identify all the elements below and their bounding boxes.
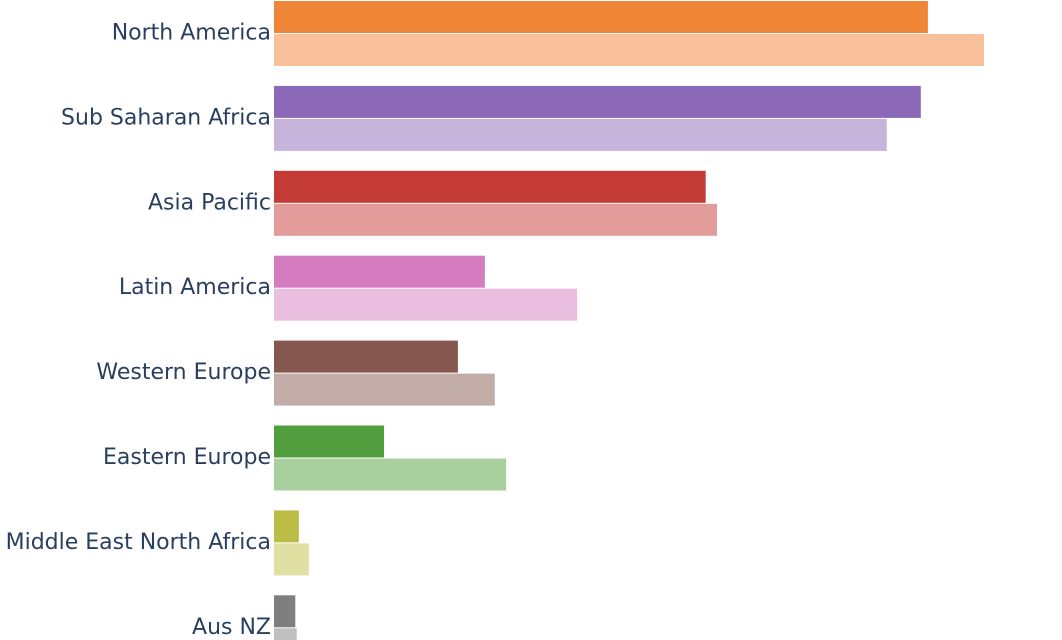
bars [274, 1, 984, 640]
category-label-aus-nz: Aus NZ [192, 615, 271, 640]
bar-western-europe-series-2 [274, 373, 495, 406]
category-label-asia-pacific: Asia Pacific [148, 190, 271, 215]
bar-sub-saharan-africa-series-1 [274, 85, 921, 118]
bar-eastern-europe-series-2 [274, 458, 507, 491]
bar-western-europe-series-1 [274, 340, 458, 373]
bar-eastern-europe-series-1 [274, 425, 385, 458]
bar-aus-nz-series-1 [274, 595, 296, 628]
bar-asia-pacific-series-1 [274, 170, 706, 203]
category-label-western-europe: Western Europe [96, 360, 271, 385]
category-label-latin-america: Latin America [119, 275, 271, 300]
bar-latin-america-series-1 [274, 255, 485, 288]
bar-middle-east-north-africa-series-2 [274, 543, 309, 576]
bar-north-america-series-1 [274, 1, 928, 33]
bar-aus-nz-series-2 [274, 628, 297, 640]
category-label-sub-saharan-africa: Sub Saharan Africa [61, 105, 271, 130]
category-label-middle-east-north-africa: Middle East North Africa [6, 530, 271, 555]
bar-latin-america-series-2 [274, 288, 578, 321]
category-label-north-america: North America [112, 21, 271, 46]
bar-asia-pacific-series-2 [274, 203, 718, 236]
bar-north-america-series-2 [274, 34, 984, 66]
category-labels: North America Sub Saharan Africa Asia Paci… [6, 21, 271, 640]
bar-middle-east-north-africa-series-1 [274, 510, 299, 543]
category-label-eastern-europe: Eastern Europe [103, 445, 271, 470]
bar-sub-saharan-africa-series-2 [274, 118, 887, 151]
